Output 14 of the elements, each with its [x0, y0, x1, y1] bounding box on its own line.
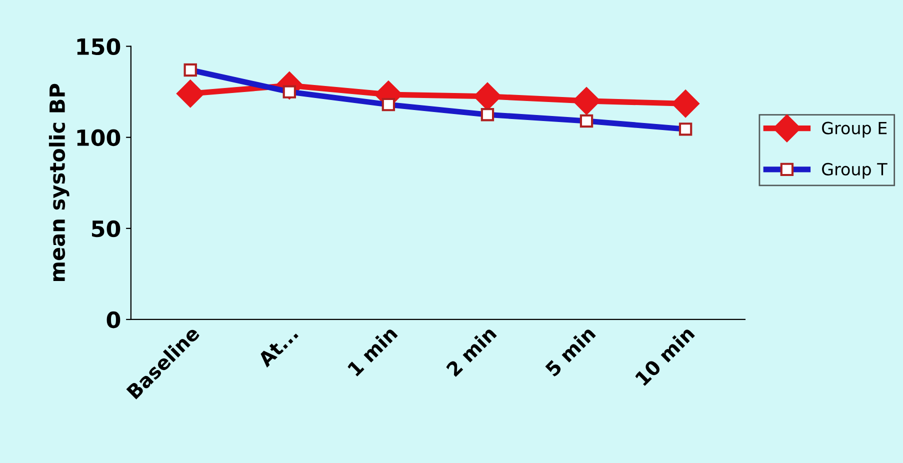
legend-label: Group E — [822, 122, 887, 138]
y-tick-label: 100 — [77, 129, 120, 146]
y-tick-label: 150 — [77, 38, 120, 56]
point — [572, 87, 600, 115]
x-tick-label: 2 min — [445, 325, 497, 377]
legend-label: Group T — [822, 162, 888, 179]
y-tick-label: 0 — [106, 311, 120, 328]
x-tick-label: 10 min — [634, 325, 696, 386]
x-tick-label: 1 min — [346, 325, 398, 376]
point — [176, 80, 204, 108]
y-axis-title: mean systolic BP — [48, 84, 70, 281]
x-tick-label: 5 min — [544, 325, 596, 378]
y-tick-label: 50 — [92, 220, 120, 238]
point — [672, 90, 700, 118]
